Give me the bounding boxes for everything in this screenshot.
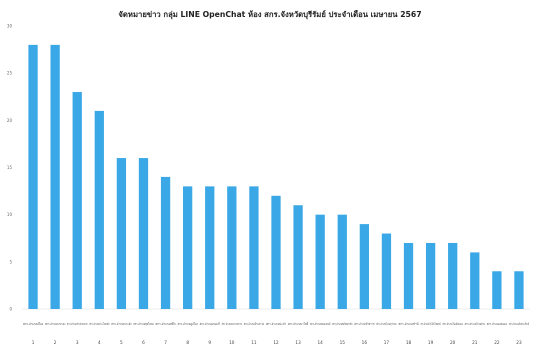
y-tick-label: 5 [9,259,12,264]
x-category-label: สกร.อำเภอบ้านกรวด [244,322,264,326]
x-category-label: สกร.อำเภอพุทไธสง [133,322,154,327]
x-rank-label: 22 [494,340,500,345]
bar [381,233,392,309]
x-rank-label: 10 [229,340,235,345]
x-category-label: สกร.อำเภอแคนดง [487,322,508,326]
y-tick-label: 10 [7,212,13,217]
x-category-label: สกร.อำเภอโนนดินแดง [443,321,464,326]
bar [337,214,347,309]
x-category-label: สกร.อำเภอกระสัง [111,322,132,326]
bar [227,186,237,309]
x-category-label: สกร.อำเภอละหานทราย [222,322,242,326]
x-category-label: สกร.อำเภอนางรอง [45,322,66,326]
bar [28,44,38,309]
x-category-label: สกร.อำเภอชำนิ [398,322,419,326]
bar [249,186,259,309]
x-rank-label: 5 [120,340,123,345]
bar [205,186,215,309]
bar [315,214,325,309]
x-rank-label: 18 [406,340,412,345]
x-category-label: สกร.อำเภอนาโพธิ์ [288,321,309,326]
y-tick-label: 25 [7,71,13,76]
bar [116,158,127,309]
bar [514,271,524,309]
x-category-label: สกร.อำเภอสตึก [155,322,175,326]
bar [138,158,149,309]
x-rank-label: 13 [295,340,301,345]
bar [183,186,193,309]
y-tick-label: 0 [9,307,12,312]
x-rank-label: 23 [516,340,522,345]
x-rank-label: 9 [208,340,211,345]
x-rank-label: 19 [428,340,434,345]
bar [403,242,414,309]
x-rank-label: 20 [450,340,456,345]
x-category-label: สกร.อำเภอโนนสุวรรณ [376,321,396,327]
bar [425,242,436,309]
x-rank-label: 3 [76,340,79,345]
x-category-label: สกร.อำเภอหนองหงส์ [310,322,330,326]
x-category-label: สกร.อำเภอลำปลายมาศ [67,322,87,326]
x-category-label: สกร.อำเภอคูเมือง [177,321,198,326]
bar [160,176,171,309]
x-rank-label: 15 [340,340,346,345]
x-category-label: สกร.อำเภอบ้านใหม่ไชยพจน์ [420,322,441,326]
x-rank-label: 11 [251,340,257,345]
x-category-label: สกร.อำเภอบ้านด่าน [465,322,486,326]
bar [492,271,502,309]
x-rank-label: 2 [54,340,57,345]
bar [470,252,480,309]
x-category-label: สกร.อำเภอประโคนชัย [89,321,109,326]
x-category-label: สกร.อำเภอพลับพลาชัย [332,322,352,326]
y-tick-label: 15 [7,165,13,170]
x-rank-label: 7 [164,340,167,345]
x-category-label: สกร.อำเภอหนองกี่ [200,321,220,326]
bar [72,92,82,310]
bar [271,195,281,309]
bar [293,205,303,309]
x-rank-label: 21 [472,340,478,345]
x-rank-label: 1 [32,340,35,345]
x-rank-label: 14 [318,340,324,345]
x-category-label: สกร.อำเภอปะคำ [266,322,286,326]
bar [359,224,369,309]
x-rank-label: 17 [384,340,390,345]
x-category-label: สกร.อำเภอห้วยราช [354,322,375,326]
x-rank-label: 16 [362,340,368,345]
bar [50,44,60,309]
x-category-label: สกร.อำเภอเมือง [23,321,44,326]
y-tick-label: 20 [7,118,13,123]
x-rank-label: 8 [186,340,189,345]
chart-title: จัดหมายข่าว กลุ่ม LINE OpenChat ห้อง สกร… [118,10,422,19]
bar [448,242,458,309]
x-category-label: สกร.อำเภอเฉลิมพระเกียรติ [509,322,529,326]
y-tick-label: 30 [7,24,13,29]
bar [94,110,104,310]
x-rank-label: 6 [142,340,145,345]
x-rank-label: 12 [273,340,279,345]
x-rank-label: 4 [98,340,101,345]
